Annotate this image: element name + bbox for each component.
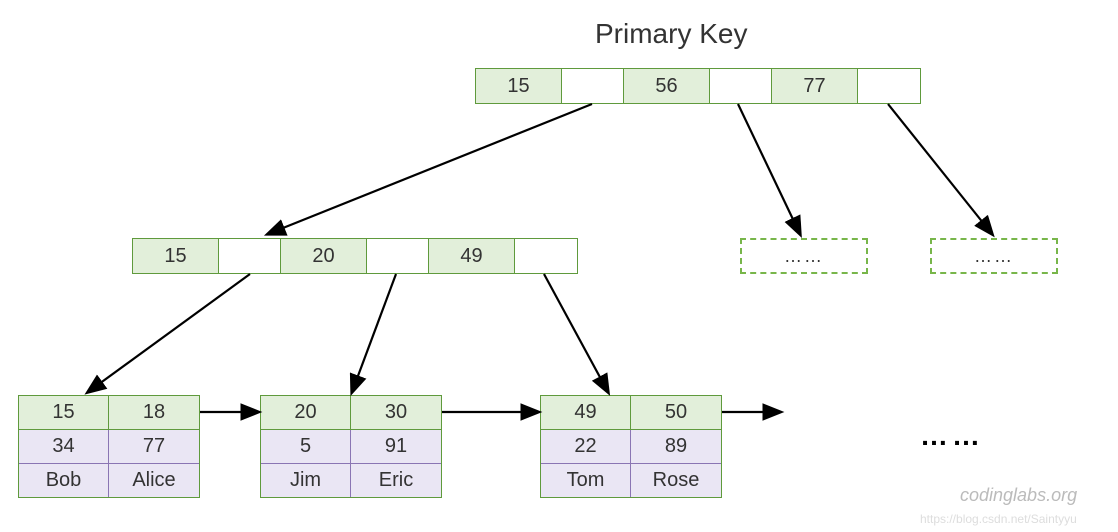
leaf-data-cell: 91 [351, 430, 441, 463]
node-cell [710, 69, 772, 103]
leaf-data-cell: 34 [19, 430, 109, 463]
leaf-data-cell: 89 [631, 430, 721, 463]
leaf-key-cell: 30 [351, 396, 441, 429]
node-cell: 15 [133, 239, 219, 273]
leaf-data-cell: 77 [109, 430, 199, 463]
watermark-url: https://blog.csdn.net/Saintyyu [920, 512, 1077, 526]
leaf-key-cell: 20 [261, 396, 351, 429]
leaf-data-cell: Rose [631, 464, 721, 497]
arrow [88, 274, 250, 392]
watermark: codinglabs.org [960, 485, 1077, 506]
root-node: 15 56 77 [475, 68, 921, 104]
node-cell [515, 239, 577, 273]
leaf-data-cell: Jim [261, 464, 351, 497]
leaf-node: 49502289TomRose [540, 395, 722, 498]
leaf-data-cell: Bob [19, 464, 109, 497]
node-cell: 49 [429, 239, 515, 273]
leaf-data-cell: 22 [541, 430, 631, 463]
node-cell [562, 69, 624, 103]
node-cell: 20 [281, 239, 367, 273]
arrow [888, 104, 992, 234]
placeholder-node: …… [930, 238, 1058, 274]
leaf-data-cell: Alice [109, 464, 199, 497]
arrow [544, 274, 608, 392]
arrow [352, 274, 396, 392]
leaf-data-cell: Eric [351, 464, 441, 497]
leaf-data-cell: 5 [261, 430, 351, 463]
internal-node: 15 20 49 [132, 238, 578, 274]
leaf-data-cell: Tom [541, 464, 631, 497]
placeholder-node: …… [740, 238, 868, 274]
node-cell [858, 69, 920, 103]
leaf-node: 15183477BobAlice [18, 395, 200, 498]
node-cell [219, 239, 281, 273]
node-cell [367, 239, 429, 273]
node-cell: 56 [624, 69, 710, 103]
leaf-node: 2030591JimEric [260, 395, 442, 498]
node-cell: 77 [772, 69, 858, 103]
leaf-key-cell: 50 [631, 396, 721, 429]
node-cell: 15 [476, 69, 562, 103]
arrow [268, 104, 592, 234]
leaf-key-cell: 18 [109, 396, 199, 429]
arrow [738, 104, 800, 234]
ellipsis-dots: …… [920, 420, 984, 452]
diagram-title: Primary Key [595, 18, 747, 50]
leaf-key-cell: 15 [19, 396, 109, 429]
leaf-key-cell: 49 [541, 396, 631, 429]
